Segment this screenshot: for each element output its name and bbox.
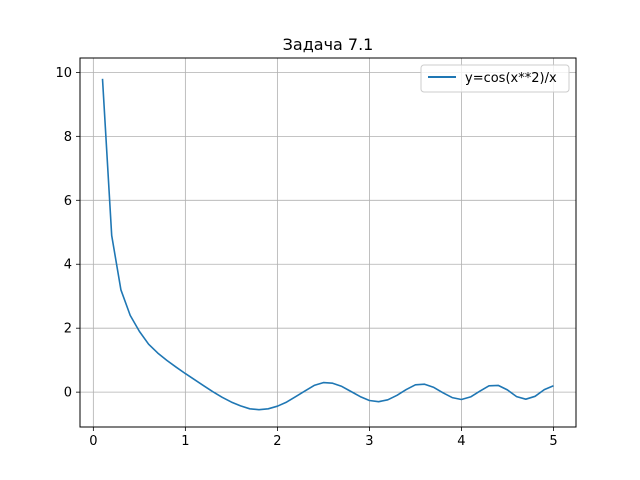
grid-lines (80, 58, 576, 427)
x-tick-label: 2 (273, 434, 281, 449)
y-tick-label: 10 (55, 66, 72, 81)
y-tick-label: 0 (64, 386, 72, 401)
x-tick-label: 5 (549, 434, 557, 449)
x-tick-label: 3 (365, 434, 373, 449)
chart-title: Задача 7.1 (283, 35, 374, 54)
legend-box (420, 64, 570, 93)
x-tick-label: 0 (89, 434, 97, 449)
axes-frame (79, 57, 577, 428)
legend-label: y=cos(x**2)/x (465, 71, 557, 86)
y-tick-label: 6 (64, 194, 72, 209)
y-tick-label: 2 (64, 322, 72, 337)
axis-ticks: 0 1 2 3 4 5 0 2 4 6 8 10 (55, 66, 557, 449)
y-tick-label: 8 (64, 130, 72, 145)
series-layer (101, 78, 554, 411)
legend: y=cos(x**2)/x (420, 64, 570, 93)
x-tick-label: 1 (181, 434, 189, 449)
x-tick-label: 4 (457, 434, 465, 449)
y-tick-label: 4 (64, 258, 72, 273)
series-line (101, 78, 554, 411)
